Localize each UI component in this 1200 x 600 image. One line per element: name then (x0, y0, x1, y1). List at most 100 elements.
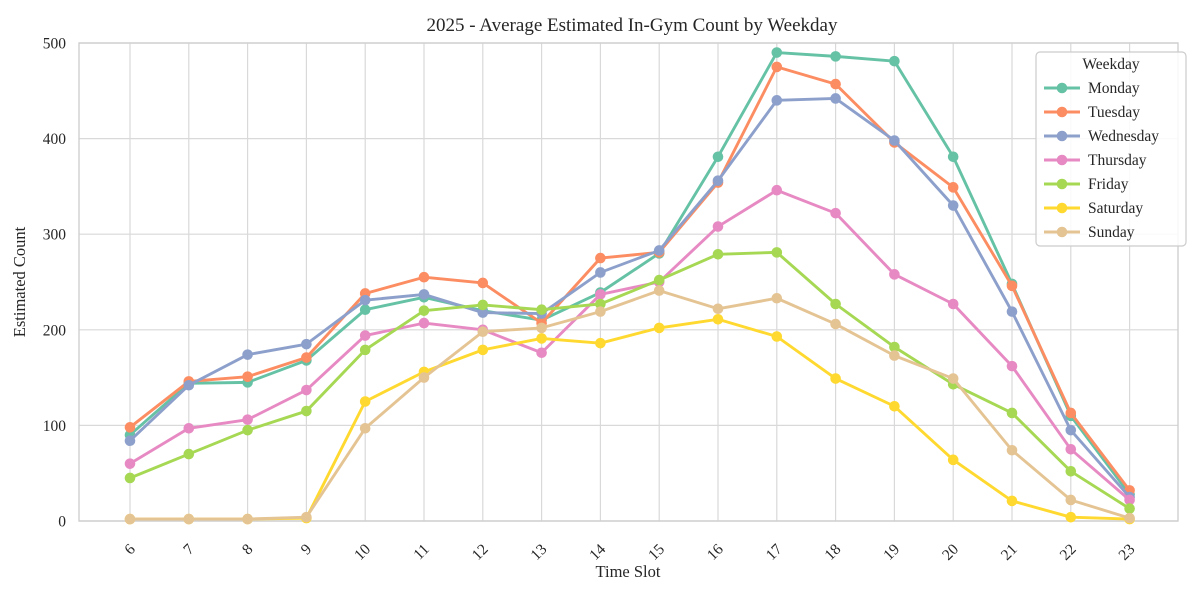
data-point (595, 267, 606, 278)
data-point (359, 330, 371, 341)
data-point (712, 221, 724, 232)
chart-title: 2025 - Average Estimated In-Gym Count by… (427, 15, 838, 36)
series-sunday (124, 285, 1135, 525)
data-point (712, 313, 724, 325)
x-tick-label: 11 (410, 541, 433, 564)
data-point (1065, 444, 1077, 455)
data-point (536, 347, 547, 359)
data-point (477, 307, 489, 318)
legend-marker (1056, 226, 1068, 238)
legend-label: Saturday (1088, 200, 1143, 217)
data-point (947, 200, 959, 211)
data-point (830, 318, 841, 330)
data-point (477, 344, 489, 356)
data-point (536, 304, 547, 316)
x-tick-label: 19 (880, 541, 903, 564)
legend-marker (1056, 178, 1068, 190)
data-point (477, 299, 489, 311)
data-point (947, 454, 959, 466)
tick-labels: 6 7 8 9 10 11 12 13 14 15 16 17 18 19 20 21 22 23 0 100 200 3… (43, 36, 1139, 564)
series-tuesday (124, 61, 1135, 496)
data-point (301, 352, 312, 363)
data-point (242, 349, 253, 360)
series-wednesday (124, 93, 1135, 503)
legend-marker (1056, 106, 1068, 118)
legend-marker (1056, 202, 1068, 214)
x-tick-label: 16 (704, 541, 727, 564)
data-point (653, 245, 665, 256)
data-point (595, 252, 606, 264)
data-point (301, 405, 312, 417)
data-point (477, 277, 489, 289)
data-point (771, 61, 783, 73)
data-point (183, 513, 195, 525)
x-tick-label: 23 (1115, 541, 1138, 564)
data-point (183, 422, 195, 434)
x-tick-label: 7 (180, 541, 198, 559)
data-point (830, 373, 841, 384)
data-point (1006, 360, 1018, 372)
x-tick-label: 8 (239, 541, 257, 559)
x-tick-label: 13 (527, 541, 550, 564)
data-point (418, 372, 430, 383)
data-point (712, 303, 724, 315)
data-point (712, 175, 724, 186)
data-point (183, 448, 195, 460)
data-point (1124, 503, 1135, 514)
data-point (830, 93, 841, 104)
data-point (653, 274, 665, 286)
data-point (359, 396, 371, 407)
data-point (889, 135, 900, 146)
data-point (124, 513, 136, 525)
data-point (889, 341, 900, 353)
x-tick-label: 10 (351, 541, 374, 564)
legend-label: Thursday (1088, 152, 1147, 169)
data-point (771, 292, 783, 304)
data-point (183, 379, 195, 391)
legend-label: Friday (1088, 176, 1129, 193)
plot-border (78, 42, 1179, 522)
data-point (771, 95, 783, 106)
data-point (242, 414, 253, 425)
x-tick-label: 18 (821, 541, 844, 564)
data-point (830, 207, 841, 219)
series-monday (124, 47, 1135, 500)
gridlines (79, 42, 1178, 522)
data-point (653, 322, 665, 334)
data-point (1065, 424, 1077, 436)
data-point (536, 322, 547, 334)
data-point (771, 331, 783, 342)
data-point (242, 371, 253, 382)
data-point (418, 317, 430, 329)
data-point (771, 47, 783, 58)
data-point (771, 247, 783, 258)
x-axis-label: Time Slot (596, 562, 661, 581)
legend-label: Wednesday (1088, 128, 1159, 145)
data-point (124, 435, 136, 446)
data-point (830, 78, 841, 90)
data-point (242, 424, 253, 436)
data-point (1065, 407, 1077, 419)
legend-marker (1056, 154, 1068, 166)
data-point (889, 400, 900, 412)
x-tick-label: 21 (998, 541, 1021, 564)
data-point (124, 422, 136, 433)
y-tick-label: 0 (58, 514, 66, 531)
data-point (889, 350, 900, 361)
data-point (359, 344, 371, 356)
data-point (830, 51, 841, 62)
data-point (595, 306, 606, 317)
data-point (1124, 494, 1135, 506)
data-point (477, 326, 489, 338)
data-point (830, 298, 841, 310)
x-tick-label: 12 (469, 541, 492, 564)
legend-label: Monday (1088, 80, 1140, 97)
y-tick-label: 400 (43, 131, 67, 148)
y-tick-label: 300 (43, 227, 67, 244)
legend-title: Weekday (1082, 56, 1140, 73)
y-tick-label: 500 (43, 36, 67, 53)
data-point (1006, 444, 1018, 456)
data-point (418, 305, 430, 316)
series-saturday (124, 313, 1135, 525)
